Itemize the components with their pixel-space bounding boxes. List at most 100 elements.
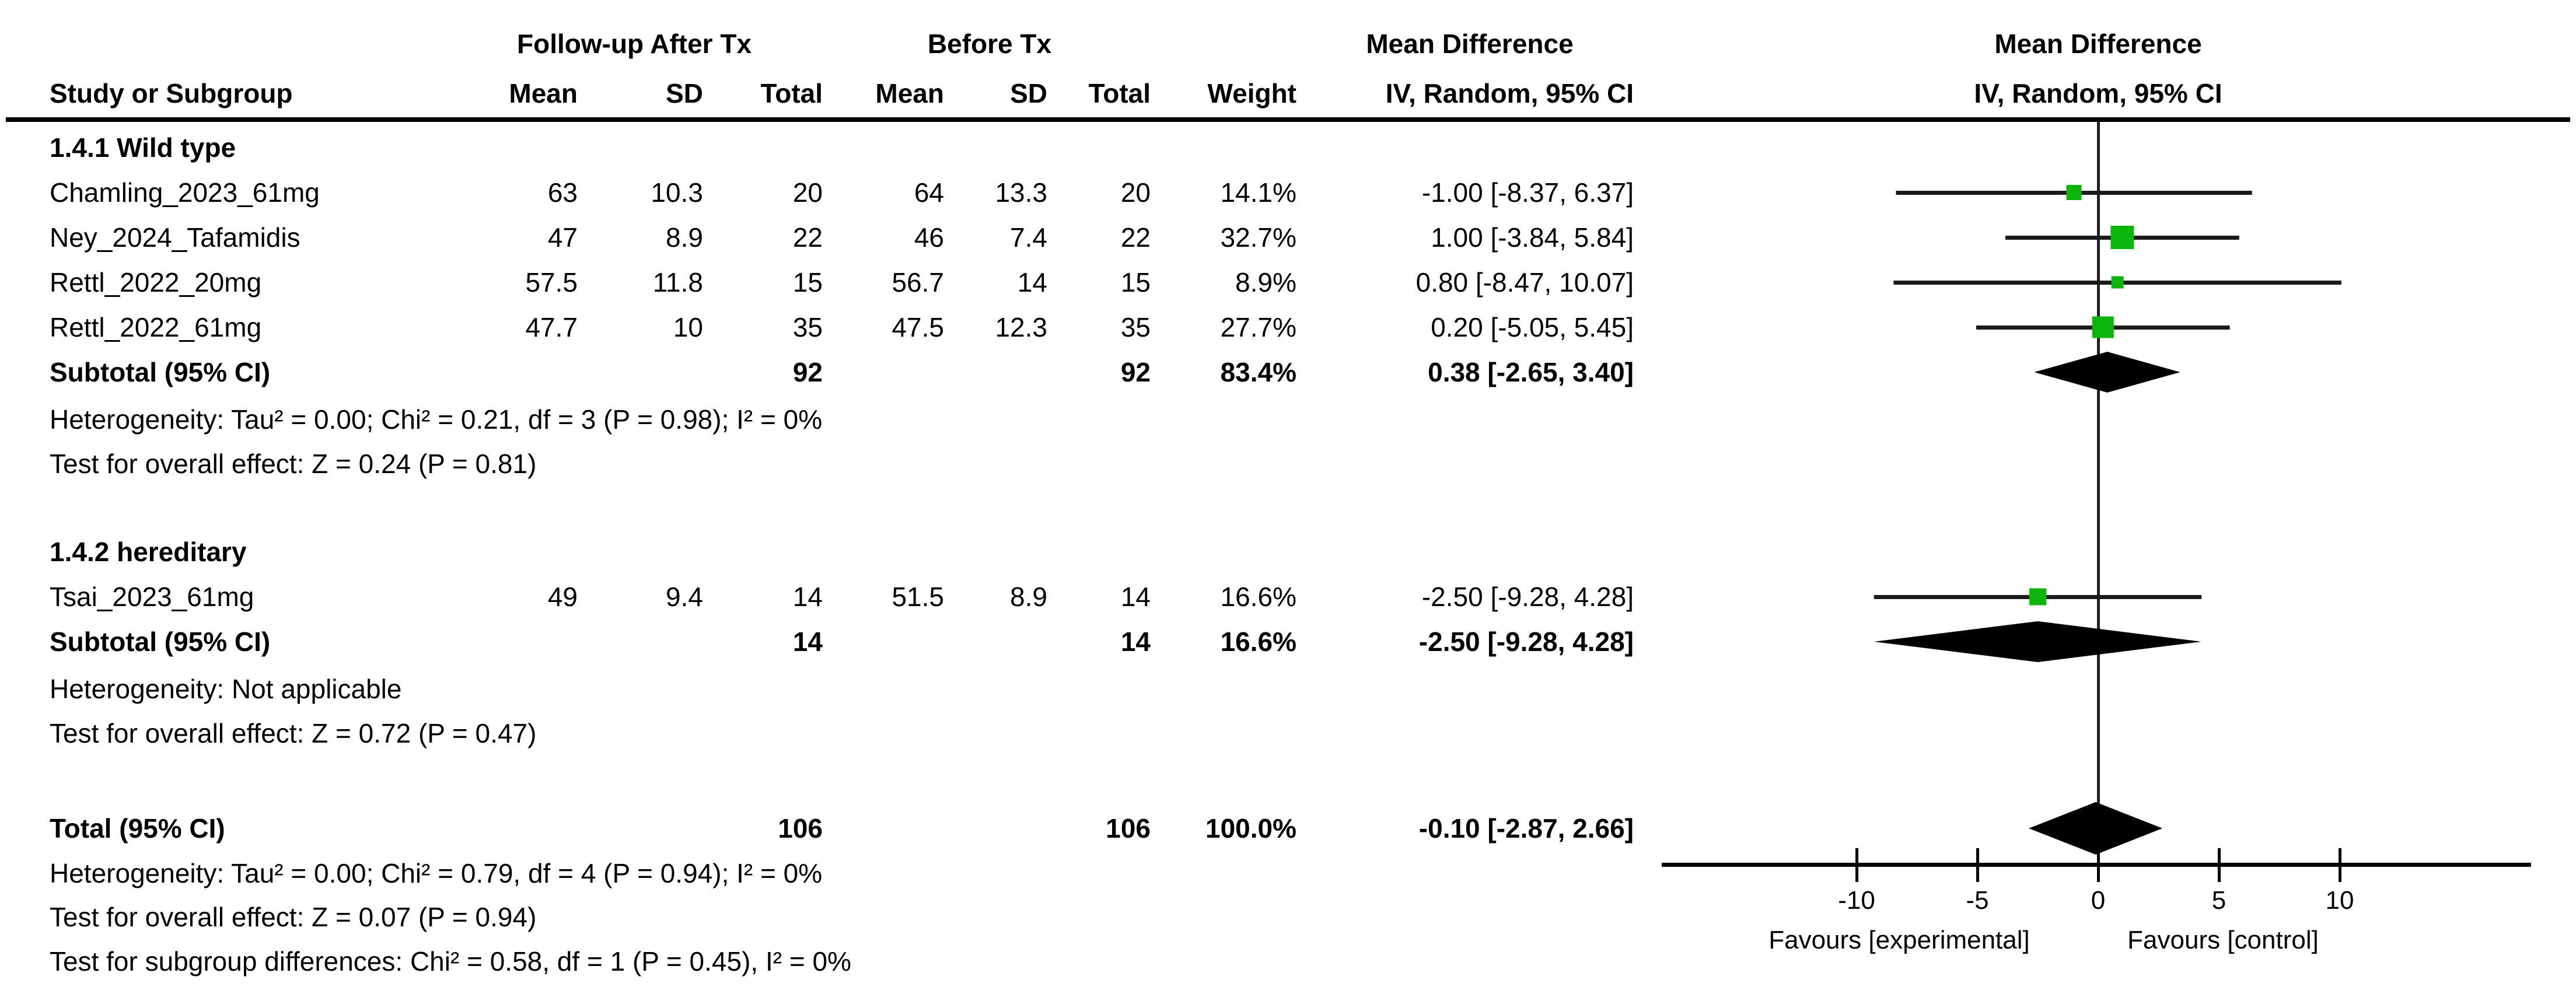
column-header-ci-plot: IV, Random, 95% CI [1974,78,2222,108]
cell-mean-before: 56.7 [892,267,944,298]
column-header-weight: Weight [1207,78,1296,108]
cell-mean-followup: 47 [547,222,578,253]
axis-tick-label: -5 [1966,886,1989,915]
effect-marker [2029,588,2046,606]
cell-sd-before: 8.9 [1010,582,1047,612]
cell-sd-followup: 10.3 [651,177,703,208]
header-rule [6,117,2570,122]
cell-weight: 16.6% [1220,582,1296,612]
effect-marker [2110,226,2134,249]
total-ci-text: -0.10 [-2.87, 2.66] [1418,813,1634,844]
group-header-mean-difference-plot: Mean Difference [1994,29,2202,59]
cell-sd-followup: 10 [673,312,703,342]
subtotal-weight: 83.4% [1220,357,1296,387]
group-header-before-tx: Before Tx [927,29,1052,59]
column-header-total1: Total [760,78,823,108]
axis-tick-label: 5 [2211,886,2227,915]
cell-sd-followup: 9.4 [666,582,703,612]
column-header-study: Study or Subgroup [50,78,293,108]
cell-sd-before: 13.3 [995,177,1047,208]
subgroup-label: 1.4.2 hereditary [50,537,247,567]
cell-ci-text: -1.00 [-8.37, 6.37] [1421,177,1634,208]
total-heterogeneity-text: Heterogeneity: Tau² = 0.00; Chi² = 0.79,… [50,858,823,888]
cell-mean-followup: 47.7 [525,312,578,342]
cell-total-before: 14 [1120,582,1151,612]
cell-mean-before: 47.5 [892,312,944,342]
group-header-mean-difference: Mean Difference [1366,29,1574,59]
subtotal-ci-text: -2.50 [-9.28, 4.28] [1418,626,1634,657]
cell-weight: 8.9% [1235,267,1296,298]
subtotal-ci-text: 0.38 [-2.65, 3.40] [1428,357,1634,387]
cell-mean-before: 46 [914,222,944,253]
cell-mean-followup: 63 [547,177,578,208]
cell-total-before: 20 [1120,177,1151,208]
total-total-before: 106 [1106,813,1151,844]
favours-experimental-label: Favours [experimental] [1768,926,2030,954]
cell-total-before: 35 [1120,312,1151,342]
axis-tick [2097,848,2100,882]
x-axis-line [1662,863,2531,867]
cell-ci-text: 0.20 [-5.05, 5.45] [1431,312,1634,342]
cell-sd-followup: 8.9 [666,222,703,253]
cell-mean-followup: 57.5 [525,267,578,298]
cell-sd-before: 14 [1017,267,1047,298]
total-total-followup: 106 [778,813,823,844]
cell-weight: 14.1% [1220,177,1296,208]
heterogeneity-text: Heterogeneity: Tau² = 0.00; Chi² = 0.21,… [50,404,823,435]
subtotal-diamond [2034,352,2180,393]
study-name: Chamling_2023_61mg [50,177,320,208]
cell-ci-text: -2.50 [-9.28, 4.28] [1421,582,1634,612]
subtotal-diamond [1874,621,2202,662]
total-weight: 100.0% [1205,813,1296,844]
cell-total-followup: 15 [792,267,823,298]
group-header-followup-after-tx: Follow-up After Tx [517,29,752,59]
column-header-total2: Total [1088,78,1151,108]
cell-sd-before: 12.3 [995,312,1047,342]
favours-control-label: Favours [control] [2127,926,2319,954]
cell-weight: 32.7% [1220,222,1296,253]
subtotal-total-before: 14 [1120,626,1151,657]
subtotal-total-followup: 92 [792,357,823,387]
subgroup-differences-text: Test for subgroup differences: Chi² = 0.… [50,946,851,977]
cell-total-followup: 14 [792,582,823,612]
column-header-sd1: SD [666,78,703,108]
total-diamond [2029,802,2163,855]
total-overall-effect-text: Test for overall effect: Z = 0.07 (P = 0… [50,902,537,932]
subgroup-label: 1.4.1 Wild type [50,132,236,163]
cell-mean-followup: 49 [547,582,578,612]
effect-marker [2092,316,2114,338]
cell-mean-before: 64 [914,177,944,208]
effect-marker [2111,276,2124,289]
axis-tick-label: -10 [1838,886,1875,915]
column-header-sd2: SD [1010,78,1047,108]
column-header-mean1: Mean [509,78,578,108]
axis-tick [1976,848,1979,882]
cell-total-before: 22 [1120,222,1151,253]
cell-total-followup: 22 [792,222,823,253]
cell-mean-before: 51.5 [892,582,944,612]
study-name: Ney_2024_Tafamidis [50,222,300,253]
overall-effect-text: Test for overall effect: Z = 0.72 (P = 0… [50,718,537,748]
cell-weight: 27.7% [1220,312,1296,342]
cell-total-before: 15 [1120,267,1151,298]
axis-tick [1855,848,1858,882]
subtotal-label: Subtotal (95% CI) [50,626,271,657]
study-name: Tsai_2023_61mg [50,582,254,612]
cell-total-followup: 35 [792,312,823,342]
axis-tick [2339,848,2341,882]
cell-sd-before: 7.4 [1010,222,1047,253]
cell-ci-text: 0.80 [-8.47, 10.07] [1415,267,1634,298]
subtotal-weight: 16.6% [1220,626,1296,657]
zero-line [2097,122,2100,864]
subtotal-label: Subtotal (95% CI) [50,357,271,387]
axis-tick-label: 0 [2091,886,2106,915]
study-name: Rettl_2022_61mg [50,312,262,342]
cell-ci-text: 1.00 [-3.84, 5.84] [1431,222,1634,253]
cell-total-followup: 20 [792,177,823,208]
cell-sd-followup: 11.8 [652,267,703,298]
axis-tick [2218,848,2221,882]
axis-tick-label: 10 [2325,886,2354,915]
column-header-ci-text: IV, Random, 95% CI [1385,78,1634,108]
